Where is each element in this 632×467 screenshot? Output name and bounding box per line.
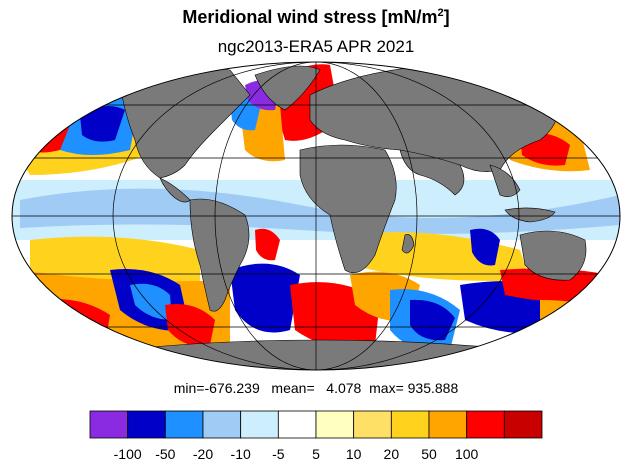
field-patch — [470, 228, 500, 266]
land-arabia-india — [399, 149, 465, 196]
map-subtitle: ngc2013-ERA5 APR 2021 — [217, 37, 415, 56]
stat-min: -676.239 — [204, 380, 260, 396]
title-superscript: 2 — [437, 7, 444, 19]
graticule-line — [214, 62, 418, 370]
colorbar-swatch — [466, 410, 505, 439]
field-patch — [20, 188, 620, 234]
field-patch — [165, 304, 215, 346]
colorbar-swatch — [315, 410, 355, 439]
colorbar-tick-label: -50 — [155, 446, 176, 462]
stat-mean: 4.078 — [326, 380, 362, 396]
field-patch — [230, 263, 300, 333]
land-madagascar — [401, 234, 415, 254]
land-southeast-asia — [489, 164, 521, 197]
colorbar-tick-label: 100 — [454, 446, 479, 462]
title-text: Meridional wind stress [mN/m — [182, 7, 438, 27]
colorbar-swatch — [164, 410, 204, 439]
colorbar-tick-label: -20 — [192, 446, 214, 462]
colorbar-tick-label: -10 — [230, 446, 251, 462]
colorbar-swatch — [390, 410, 430, 439]
colorbar-swatch — [503, 410, 543, 439]
colorbar-tick-label: -5 — [272, 446, 285, 462]
field-patch — [255, 228, 280, 261]
colorbar-swatch — [353, 410, 392, 439]
field-patch — [410, 299, 455, 341]
land-central-america — [159, 177, 191, 203]
stat-max: 935.888 — [407, 380, 459, 396]
land-africa — [299, 144, 397, 274]
colorbar-swatch — [89, 410, 129, 439]
land-south-america — [189, 198, 250, 312]
colorbar-swatch — [277, 410, 317, 439]
colorbar-swatch — [127, 410, 166, 439]
colorbar-tick-label: 10 — [345, 446, 362, 462]
colorbar-tick-label: 50 — [421, 446, 437, 462]
map-title: Meridional wind stress [mN/m2] — [0, 7, 632, 28]
colorbar-swatch — [202, 410, 242, 439]
colorbar-tick-label: 5 — [312, 446, 320, 462]
stats-line: min=-676.239 mean= 4.078 max= 935.888 — [173, 380, 459, 396]
field-patch — [130, 283, 172, 320]
graticule-line — [112, 62, 520, 370]
colorbar-tick-label: 20 — [383, 446, 400, 462]
title-close: ] — [443, 7, 450, 27]
land-indonesia — [504, 207, 556, 223]
colorbar-swatch — [240, 410, 279, 439]
land-australia — [519, 230, 587, 281]
colorbar-swatch — [428, 410, 468, 439]
field-patch — [80, 106, 125, 142]
globe-outline — [11, 61, 621, 371]
colorbar-tick-label: -100 — [113, 446, 142, 462]
